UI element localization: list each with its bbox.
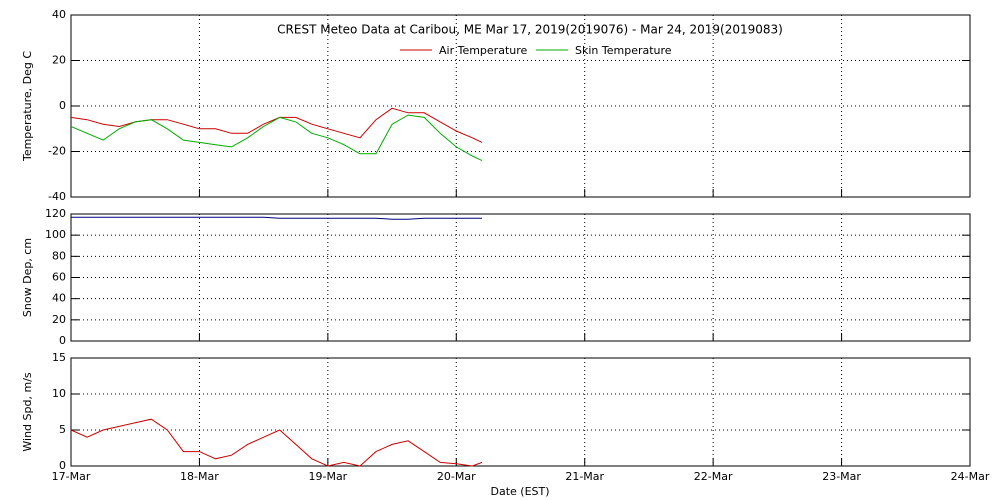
y-tick-label: 0	[59, 99, 66, 112]
y-tick-label: 80	[52, 249, 66, 262]
y-tick-label: 60	[52, 271, 66, 284]
data-line	[70, 107, 483, 143]
y-tick-label: 5	[59, 423, 66, 436]
chart-title: CREST Meteo Data at Caribou, ME Mar 17, …	[277, 23, 783, 37]
x-tick-label: 23-Mar	[822, 470, 861, 483]
y-tick-label: -20	[48, 145, 66, 158]
y-tick-label: 10	[52, 387, 66, 400]
legend-label: Skin Temperature	[575, 44, 672, 57]
y-tick-label: -40	[48, 190, 66, 203]
x-tick-label: 17-Mar	[52, 470, 91, 483]
y-tick-label: 40	[52, 292, 66, 305]
y-tick-label: 20	[52, 313, 66, 326]
y-tick-label: 40	[52, 8, 66, 21]
x-tick-label: 18-Mar	[180, 470, 219, 483]
y-axis-label: Wind Spd, m/s	[21, 372, 34, 452]
x-tick-label: 24-Mar	[951, 470, 990, 483]
legend-label: Air Temperature	[439, 44, 528, 57]
y-axis-label: Snow Dep, cm	[21, 238, 34, 317]
x-tick-label: 21-Mar	[565, 470, 604, 483]
plot-frame	[70, 357, 971, 467]
x-tick-label: 20-Mar	[437, 470, 476, 483]
y-tick-label: 100	[45, 228, 66, 241]
data-line	[71, 216, 482, 220]
y-tick-label: 0	[59, 334, 66, 347]
data-line	[70, 114, 483, 162]
y-axis-label: Temperature, Deg C	[21, 51, 34, 162]
x-tick-label: 22-Mar	[694, 470, 733, 483]
y-tick-label: 120	[45, 207, 66, 220]
x-tick-label: 19-Mar	[308, 470, 347, 483]
y-tick-label: 20	[52, 54, 66, 67]
data-line	[70, 418, 483, 467]
y-tick-label: 0	[59, 459, 66, 472]
y-tick-label: 15	[52, 351, 66, 364]
x-axis-label: Date (EST)	[490, 485, 549, 498]
